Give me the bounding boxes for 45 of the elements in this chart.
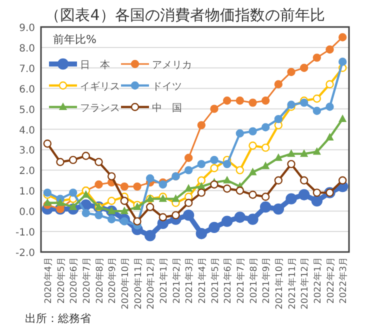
x-tick-label: 2022年2月 bbox=[325, 257, 336, 304]
x-tick-label: 2020年11月 bbox=[132, 257, 144, 310]
x-tick-label: 2020年10月 bbox=[120, 257, 131, 310]
legend-label: ドイツ bbox=[152, 82, 182, 92]
legend-label: アメリカ bbox=[152, 60, 192, 71]
legend-label: フランス bbox=[80, 103, 120, 114]
x-tick-label: 2021年10月 bbox=[274, 257, 285, 310]
x-tick-label: 2021年5月 bbox=[210, 257, 221, 304]
x-tick-label: 2020年12月 bbox=[146, 257, 157, 310]
y-tick-label: 7.0 bbox=[19, 64, 35, 75]
x-tick-label: 2021年7月 bbox=[235, 257, 246, 304]
x-tick-label: 2021年9月 bbox=[261, 257, 272, 304]
x-tick-label: 2020年4月 bbox=[42, 257, 54, 304]
x-tick-label: 2021年3月 bbox=[184, 257, 196, 304]
legend-label: 中 国 bbox=[152, 102, 182, 114]
y-tick-label: 8.0 bbox=[19, 43, 35, 54]
y-tick-label: 9.0 bbox=[19, 23, 35, 34]
legend-label: イギリス bbox=[80, 80, 120, 92]
y-tick-label: 0.0 bbox=[19, 207, 35, 218]
y-tick-label: 2.0 bbox=[19, 166, 35, 178]
x-tick-label: 2021年12月 bbox=[300, 257, 311, 310]
x-tick-label: 2021年8月 bbox=[248, 257, 260, 304]
x-tick-label: 2021年11月 bbox=[286, 257, 298, 310]
x-tick-label: 2020年8月 bbox=[94, 257, 106, 304]
text: 出所：総務省 bbox=[25, 312, 91, 325]
legend-title: 前年比% bbox=[53, 33, 96, 46]
x-tick-label: 2022年1月 bbox=[312, 257, 324, 304]
x-tick-label: 2021年6月 bbox=[222, 257, 234, 304]
x-tick-label: 2020年5月 bbox=[56, 257, 67, 304]
y-tick-label: 6.0 bbox=[19, 84, 35, 96]
y-tick-label: 1.0 bbox=[19, 186, 35, 198]
x-tick-label: 2021年1月 bbox=[158, 257, 170, 304]
y-tick-label: -1.0 bbox=[15, 228, 35, 239]
x-tick-label: 2020年9月 bbox=[107, 257, 118, 304]
y-tick-label: 4.0 bbox=[19, 125, 35, 136]
x-tick-label: 2020年7月 bbox=[81, 257, 92, 304]
chart-title: （図表4）各国の消費者物価指数の前年比 bbox=[45, 6, 325, 24]
x-tick-label: 2021年4月 bbox=[196, 257, 208, 304]
x-tick-label: 2020年6月 bbox=[68, 257, 80, 304]
x-tick-label: 2022年3月 bbox=[338, 257, 350, 304]
y-tick-label: 3.0 bbox=[19, 146, 35, 157]
y-tick-label: -2.0 bbox=[15, 248, 35, 259]
legend-label: 日 本 bbox=[80, 59, 110, 71]
y-tick-label: 5.0 bbox=[19, 104, 35, 116]
x-tick-label: 2021年2月 bbox=[171, 257, 182, 304]
